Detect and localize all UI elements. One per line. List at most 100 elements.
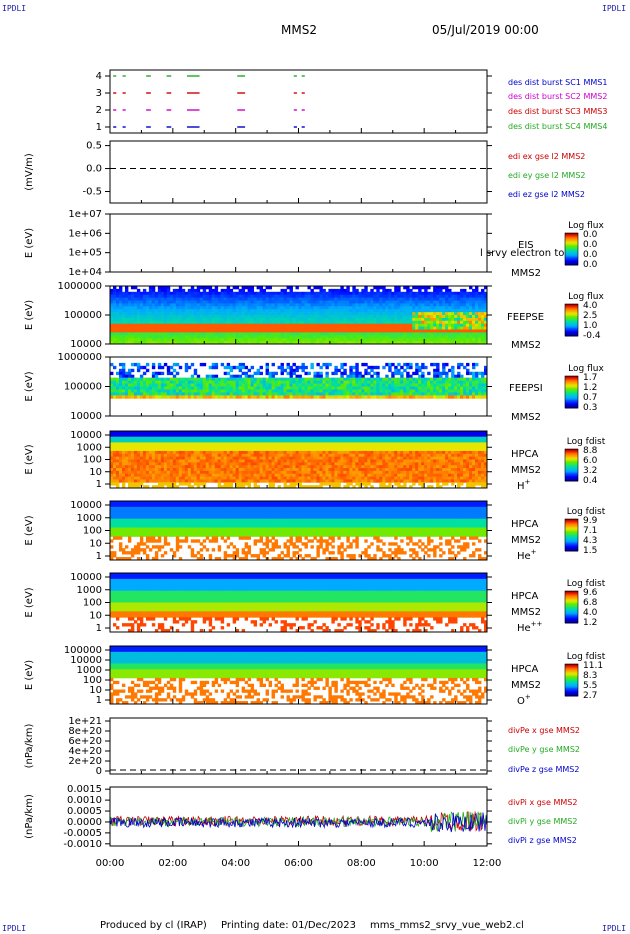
spectrogram-cell bbox=[193, 341, 198, 345]
spectrogram-cell bbox=[418, 288, 422, 293]
colorbar-cell bbox=[565, 263, 578, 266]
spectrogram-cell bbox=[172, 377, 177, 381]
spectrogram-cell bbox=[202, 479, 207, 483]
spectrogram-cell bbox=[151, 326, 156, 330]
spectrogram-cell bbox=[472, 306, 476, 310]
spectrogram-cell bbox=[121, 300, 126, 304]
spectrogram-cell bbox=[424, 320, 428, 325]
spectrogram-cell bbox=[115, 470, 120, 475]
spectrogram-cell bbox=[148, 286, 153, 290]
spectrogram-cell bbox=[319, 312, 323, 316]
spectrogram-cell bbox=[367, 338, 371, 342]
spectrogram-cell bbox=[379, 303, 383, 307]
spectrogram-cell bbox=[355, 386, 359, 390]
spectrogram-cell bbox=[277, 473, 281, 477]
spectrogram-cell bbox=[340, 383, 344, 387]
spectrogram-cell bbox=[196, 479, 201, 483]
spectrogram-cell bbox=[217, 341, 222, 345]
spectrogram-cell bbox=[337, 303, 341, 307]
corner-label-top-right: IPDLI bbox=[602, 4, 627, 13]
spectrogram-cell bbox=[385, 300, 389, 304]
spectrogram-cell bbox=[232, 431, 237, 435]
spectrogram-cell bbox=[166, 450, 171, 455]
spectrogram-cell bbox=[337, 335, 341, 339]
spectrogram-cell bbox=[112, 436, 117, 440]
spectrogram-cell bbox=[202, 320, 207, 325]
spectrogram-cell bbox=[460, 312, 464, 316]
spectrogram-cell bbox=[361, 315, 365, 319]
y-tick-label: 10000 bbox=[70, 339, 102, 350]
spectrogram-cell bbox=[166, 476, 171, 480]
spectrogram-cell bbox=[298, 392, 302, 396]
spectrogram-cell bbox=[316, 338, 320, 342]
spectrogram-cell bbox=[142, 392, 147, 396]
spectrogram-cell bbox=[202, 445, 207, 449]
spectrogram-cell bbox=[172, 291, 177, 296]
spectrogram-cell bbox=[457, 317, 461, 322]
spectrogram-cell bbox=[211, 431, 216, 435]
spectrogram-cell bbox=[175, 300, 180, 304]
spectrogram-cell bbox=[484, 303, 488, 307]
spectrogram-cell bbox=[370, 335, 374, 339]
spectrogram-cell bbox=[433, 309, 437, 313]
spectrogram-cell bbox=[448, 377, 452, 381]
spectrogram-cell bbox=[421, 303, 425, 307]
colorbar-cell bbox=[565, 321, 578, 324]
spectrogram-cell bbox=[151, 288, 156, 293]
spectrogram-cell bbox=[334, 338, 338, 342]
spectrogram-cell bbox=[247, 479, 252, 483]
spectrogram-cell bbox=[430, 297, 434, 301]
spectrogram-cell bbox=[370, 365, 374, 370]
spectrogram-cell bbox=[286, 312, 290, 316]
spectrogram-cell bbox=[460, 383, 464, 387]
spectrogram-cell bbox=[454, 303, 458, 307]
spectrogram-cell bbox=[379, 383, 383, 387]
spectrogram-cell bbox=[466, 323, 470, 327]
spectrogram-cell bbox=[280, 291, 284, 296]
spectrogram-cell bbox=[202, 377, 207, 381]
spectrogram-cell bbox=[163, 450, 168, 455]
spectrogram-cell bbox=[460, 315, 464, 319]
spectrogram-cell bbox=[232, 332, 237, 336]
y-tick-label: 10000 bbox=[70, 411, 102, 422]
spectrogram-cell bbox=[475, 332, 479, 336]
spectrogram-cell bbox=[349, 309, 353, 313]
spectrogram-cell bbox=[430, 329, 434, 333]
spectrogram-cell bbox=[187, 448, 192, 452]
spectrogram-cell bbox=[262, 439, 266, 443]
spectrogram-cell bbox=[277, 315, 281, 319]
spectrogram-cell bbox=[262, 332, 266, 336]
spectrogram-cell bbox=[304, 341, 308, 345]
spectrogram-cell bbox=[445, 312, 449, 316]
spectrogram-cell bbox=[136, 329, 141, 333]
spectrogram-cell bbox=[361, 300, 365, 304]
spectrogram-cell bbox=[280, 306, 284, 310]
spectrogram-cell bbox=[304, 326, 308, 330]
spectrogram-cell bbox=[205, 445, 210, 449]
spectrogram-cell bbox=[112, 303, 117, 307]
spectrogram-cell bbox=[241, 470, 246, 475]
spectrogram-cell bbox=[382, 395, 386, 399]
spectrogram-cell bbox=[319, 303, 323, 307]
spectrogram-cell bbox=[238, 459, 243, 463]
spectrogram-cell bbox=[139, 476, 144, 480]
spectrogram-cell bbox=[280, 288, 284, 293]
spectrogram-cell bbox=[382, 377, 386, 381]
spectrogram-cell bbox=[226, 320, 231, 325]
spectrogram-cell bbox=[199, 476, 204, 480]
spectrogram-cell bbox=[277, 377, 281, 381]
spectrogram-cell bbox=[421, 335, 425, 339]
spectrogram-cell bbox=[262, 459, 266, 463]
spectrogram-cell bbox=[394, 309, 398, 313]
spectrogram-cell bbox=[304, 380, 308, 384]
spectrogram-cell bbox=[157, 392, 162, 396]
spectrogram-cell bbox=[112, 448, 117, 452]
spectrogram-cell bbox=[268, 332, 272, 336]
spectrogram-cell bbox=[280, 433, 284, 438]
spectrogram-cell bbox=[110, 297, 114, 301]
spectrogram-cell bbox=[115, 335, 120, 339]
spectrogram-cell bbox=[151, 473, 156, 477]
spectrogram-cell bbox=[313, 303, 317, 307]
spectrogram-cell bbox=[361, 317, 365, 322]
spectrogram-cell bbox=[298, 332, 302, 336]
